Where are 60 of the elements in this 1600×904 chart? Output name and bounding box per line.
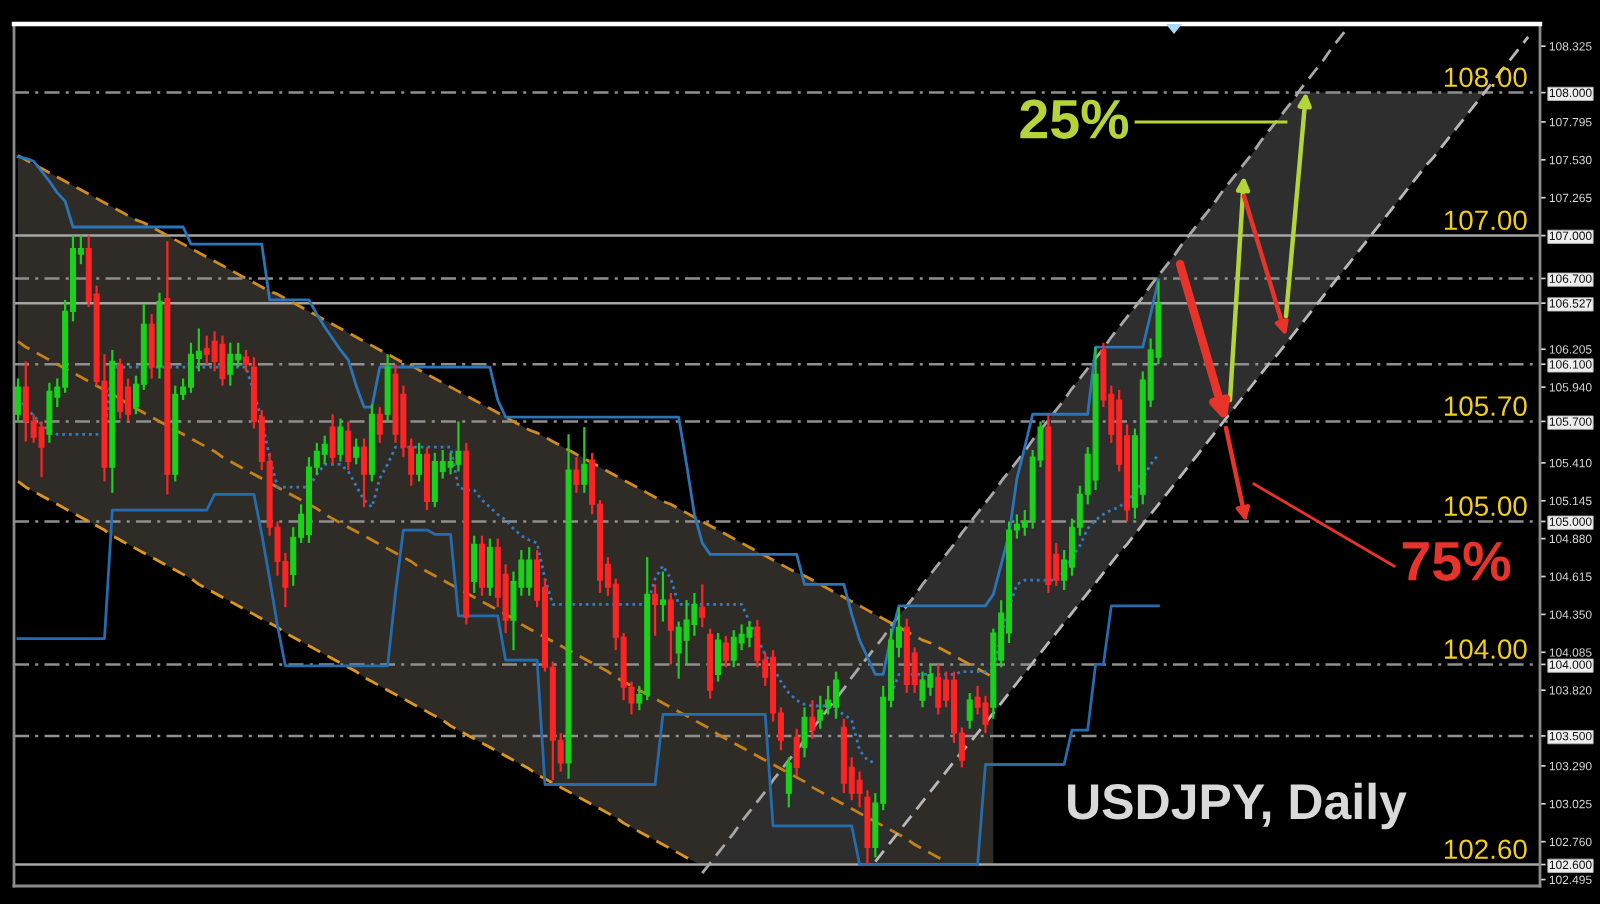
- candlestick: [187, 341, 194, 394]
- ref-line-label: 102.60: [1444, 839, 1527, 860]
- candlestick: [817, 694, 824, 730]
- candlestick: [117, 357, 124, 420]
- candlestick: [384, 353, 391, 423]
- candlestick: [329, 413, 336, 466]
- candlestick: [1021, 508, 1028, 537]
- candlestick: [22, 360, 29, 443]
- ref-line-label: 104.00: [1444, 639, 1527, 659]
- candlestick: [337, 417, 344, 463]
- candlestick: [321, 434, 328, 466]
- candlestick: [746, 620, 753, 649]
- candlestick: [148, 313, 155, 380]
- candlestick: [471, 534, 478, 595]
- candlestick: [919, 670, 926, 709]
- candlestick: [486, 537, 493, 597]
- ref-line-label: 105.70: [1444, 396, 1527, 416]
- candlestick: [38, 420, 45, 479]
- candlestick: [785, 756, 792, 809]
- candlestick: [416, 441, 423, 483]
- candlestick: [479, 534, 486, 597]
- text: USDJPY, Daily: [1068, 782, 1407, 830]
- ref-line-label: 105.00: [1444, 496, 1527, 516]
- candlestick: [361, 437, 368, 509]
- candlestick: [793, 727, 800, 778]
- candlestick: [581, 426, 588, 494]
- candlestick: [809, 699, 816, 740]
- candlestick: [935, 663, 942, 716]
- ref-line-label: 107.00: [1444, 210, 1527, 231]
- candlestick: [14, 377, 21, 423]
- candlestick: [699, 583, 706, 629]
- candlestick: [715, 631, 721, 683]
- candlestick: [431, 451, 438, 509]
- annotation: 25%: [1020, 99, 1129, 139]
- candlestick: [526, 546, 533, 597]
- line-series: [873, 35, 1530, 864]
- candlestick: [982, 694, 989, 735]
- candlestick: [235, 341, 242, 369]
- candlestick: [825, 684, 832, 716]
- candlestick: [801, 706, 808, 759]
- candlestick: [730, 629, 737, 669]
- candlestick: [345, 420, 352, 472]
- candlestick: [423, 446, 430, 512]
- candlestick: [243, 348, 250, 373]
- candlestick: [455, 420, 462, 473]
- annotation: 75%: [1402, 541, 1511, 581]
- candlestick: [833, 670, 839, 720]
- candlestick: [219, 334, 226, 387]
- candlestick: [203, 334, 210, 366]
- candlestick: [722, 634, 729, 669]
- candlestick: [667, 591, 674, 666]
- candlestick: [46, 381, 53, 444]
- candlestick: [353, 437, 360, 466]
- candlestick: [376, 406, 383, 444]
- candlestick: [227, 341, 234, 387]
- candlestick: [659, 570, 666, 623]
- ref-line-label: 108.00: [1444, 67, 1527, 88]
- candlestick: [573, 456, 580, 494]
- candlestick: [966, 691, 973, 730]
- candlestick: [652, 583, 659, 637]
